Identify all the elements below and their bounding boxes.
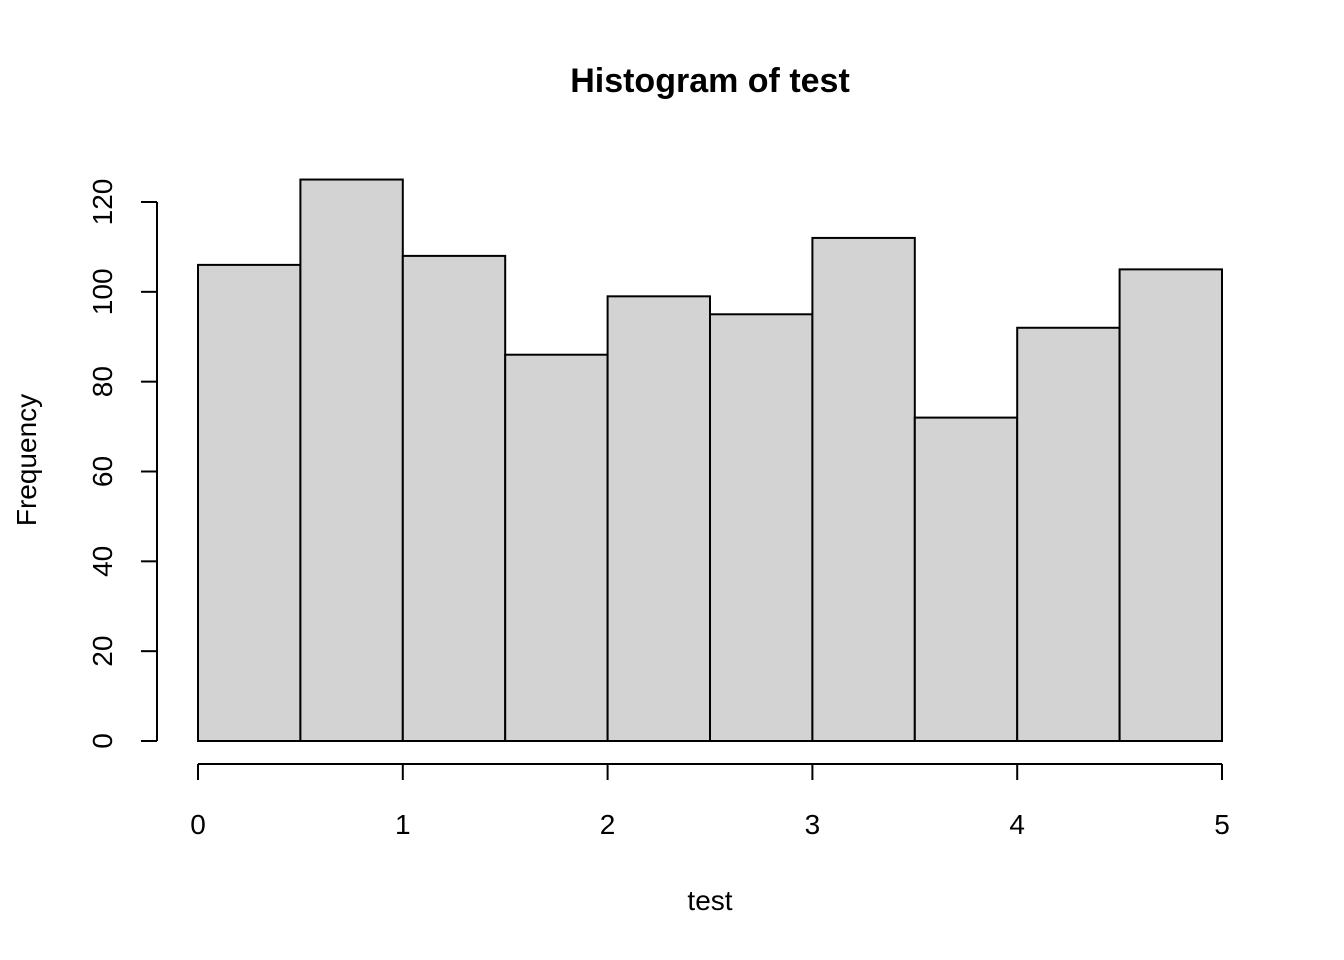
histogram-bar-6 <box>811 236 916 743</box>
y-tick-label: 120 <box>87 179 118 226</box>
histogram-bar-4 <box>606 295 711 742</box>
histogram-bar-8 <box>1016 326 1121 742</box>
x-tick-label: 4 <box>1009 809 1025 840</box>
x-tick-label: 3 <box>805 809 821 840</box>
y-tick-label: 20 <box>87 636 118 667</box>
histogram-bar-9 <box>1118 268 1223 742</box>
y-tick-label: 60 <box>87 456 118 487</box>
y-tick-label: 40 <box>87 546 118 577</box>
histogram-bar-2 <box>401 254 507 742</box>
x-tick-label: 1 <box>395 809 411 840</box>
x-axis-label: test <box>687 885 732 916</box>
x-axis: 0 1 2 3 4 5 <box>190 763 1230 840</box>
x-tick-label: 5 <box>1214 809 1230 840</box>
y-axis: 0 20 40 60 80 100 120 <box>87 179 158 749</box>
histogram-bar-1 <box>299 178 404 742</box>
histogram-bar-7 <box>913 416 1019 742</box>
x-tick-label: 0 <box>190 809 206 840</box>
y-tick-label: 0 <box>87 733 118 749</box>
bars-group <box>197 178 1223 743</box>
histogram-bar-3 <box>504 353 609 742</box>
chart-title: Histogram of test <box>570 62 850 100</box>
y-axis-label: Frequency <box>11 394 42 526</box>
x-tick-label: 2 <box>600 809 616 840</box>
y-tick-label: 80 <box>87 366 118 397</box>
histogram-bar-0 <box>197 263 302 742</box>
histogram-bar-5 <box>709 313 814 742</box>
y-tick-label: 100 <box>87 268 118 315</box>
